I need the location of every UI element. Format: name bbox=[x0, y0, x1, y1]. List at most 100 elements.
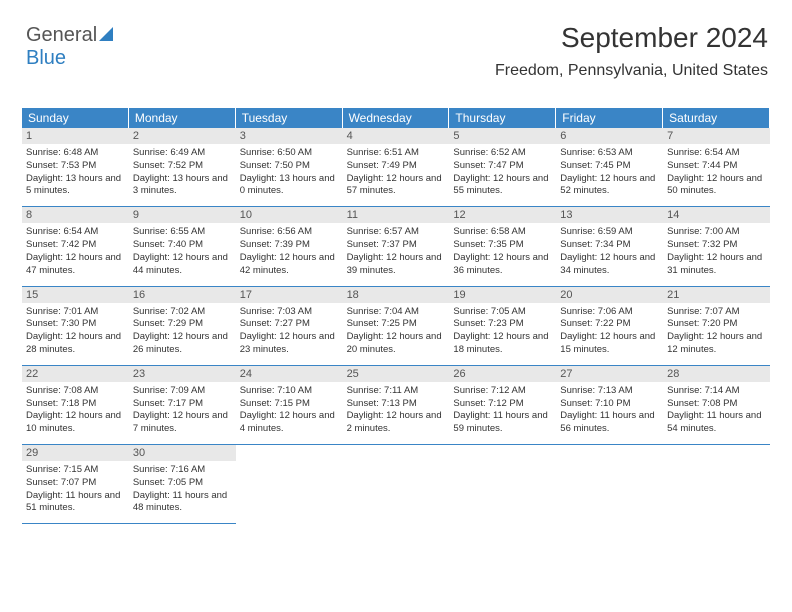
empty-cell bbox=[556, 445, 663, 524]
day-cell: 25Sunrise: 7:11 AMSunset: 7:13 PMDayligh… bbox=[343, 366, 450, 445]
day-number: 2 bbox=[129, 128, 236, 144]
daylight-line: Daylight: 12 hours and 31 minutes. bbox=[667, 252, 766, 278]
sunrise-line: Sunrise: 7:11 AM bbox=[347, 385, 446, 398]
logo: General Blue bbox=[26, 24, 113, 70]
daylight-line: Daylight: 13 hours and 0 minutes. bbox=[240, 173, 339, 199]
daylight-line: Daylight: 12 hours and 20 minutes. bbox=[347, 331, 446, 357]
sunrise-line: Sunrise: 7:09 AM bbox=[133, 385, 232, 398]
empty-cell bbox=[663, 445, 770, 524]
day-cell: 30Sunrise: 7:16 AMSunset: 7:05 PMDayligh… bbox=[129, 445, 236, 524]
daylight-line: Daylight: 12 hours and 36 minutes. bbox=[453, 252, 552, 278]
daylight-line: Daylight: 12 hours and 12 minutes. bbox=[667, 331, 766, 357]
empty-cell bbox=[343, 445, 450, 524]
daylight-line: Daylight: 11 hours and 56 minutes. bbox=[560, 410, 659, 436]
sunset-line: Sunset: 7:29 PM bbox=[133, 318, 232, 331]
calendar-grid: SundayMondayTuesdayWednesdayThursdayFrid… bbox=[22, 108, 770, 524]
day-cell: 23 Sunrise: 7:09 AMSunset: 7:17 PMDayligh… bbox=[129, 366, 236, 445]
day-number: 8 bbox=[22, 207, 129, 223]
daylight-line: Daylight: 12 hours and 28 minutes. bbox=[26, 331, 125, 357]
sunset-line: Sunset: 7:07 PM bbox=[26, 477, 125, 490]
day-number: 1 bbox=[22, 128, 129, 144]
sunset-line: Sunset: 7:42 PM bbox=[26, 239, 125, 252]
sunrise-line: Sunrise: 6:51 AM bbox=[347, 147, 446, 160]
daylight-line: Daylight: 12 hours and 57 minutes. bbox=[347, 173, 446, 199]
day-number: 10 bbox=[236, 207, 343, 223]
sunset-line: Sunset: 7:40 PM bbox=[133, 239, 232, 252]
daylight-line: Daylight: 12 hours and 55 minutes. bbox=[453, 173, 552, 199]
day-number: 28 bbox=[663, 366, 770, 382]
day-number: 26 bbox=[449, 366, 556, 382]
sunset-line: Sunset: 7:49 PM bbox=[347, 160, 446, 173]
sunset-line: Sunset: 7:12 PM bbox=[453, 398, 552, 411]
sunset-line: Sunset: 7:15 PM bbox=[240, 398, 339, 411]
sunset-line: Sunset: 7:08 PM bbox=[667, 398, 766, 411]
day-number: 12 bbox=[449, 207, 556, 223]
day-cell: 13Sunrise: 6:59 AMSunset: 7:34 PMDayligh… bbox=[556, 207, 663, 286]
sunrise-line: Sunrise: 6:57 AM bbox=[347, 226, 446, 239]
sunrise-line: Sunrise: 6:56 AM bbox=[240, 226, 339, 239]
dow-header: Friday bbox=[556, 108, 663, 128]
sunrise-line: Sunrise: 7:16 AM bbox=[133, 464, 232, 477]
sunset-line: Sunset: 7:53 PM bbox=[26, 160, 125, 173]
day-cell: 18Sunrise: 7:04 AMSunset: 7:25 PMDayligh… bbox=[343, 287, 450, 366]
day-number: 27 bbox=[556, 366, 663, 382]
sunset-line: Sunset: 7:45 PM bbox=[560, 160, 659, 173]
sunrise-line: Sunrise: 7:08 AM bbox=[26, 385, 125, 398]
sunset-line: Sunset: 7:22 PM bbox=[560, 318, 659, 331]
dow-header: Thursday bbox=[449, 108, 556, 128]
location-subtitle: Freedom, Pennsylvania, United States bbox=[495, 62, 768, 80]
sunrise-line: Sunrise: 7:10 AM bbox=[240, 385, 339, 398]
day-cell: 6Sunrise: 6:53 AMSunset: 7:45 PMDaylight… bbox=[556, 128, 663, 207]
day-cell: 1Sunrise: 6:48 AMSunset: 7:53 PMDaylight… bbox=[22, 128, 129, 207]
day-cell: 29Sunrise: 7:15 AMSunset: 7:07 PMDayligh… bbox=[22, 445, 129, 524]
empty-cell bbox=[236, 445, 343, 524]
daylight-line: Daylight: 12 hours and 34 minutes. bbox=[560, 252, 659, 278]
day-number: 3 bbox=[236, 128, 343, 144]
sunset-line: Sunset: 7:47 PM bbox=[453, 160, 552, 173]
sunset-line: Sunset: 7:34 PM bbox=[560, 239, 659, 252]
daylight-line: Daylight: 12 hours and 10 minutes. bbox=[26, 410, 125, 436]
sunset-line: Sunset: 7:10 PM bbox=[560, 398, 659, 411]
logo-triangle-icon bbox=[99, 27, 113, 41]
dow-header: Saturday bbox=[663, 108, 770, 128]
sunrise-line: Sunrise: 7:14 AM bbox=[667, 385, 766, 398]
daylight-line: Daylight: 12 hours and 26 minutes. bbox=[133, 331, 232, 357]
day-number: 23 bbox=[129, 366, 236, 382]
day-cell: 12Sunrise: 6:58 AMSunset: 7:35 PMDayligh… bbox=[449, 207, 556, 286]
logo-part2: Blue bbox=[26, 47, 66, 69]
daylight-line: Daylight: 12 hours and 7 minutes. bbox=[133, 410, 232, 436]
sunrise-line: Sunrise: 7:03 AM bbox=[240, 306, 339, 319]
day-number: 4 bbox=[343, 128, 450, 144]
sunset-line: Sunset: 7:17 PM bbox=[133, 398, 232, 411]
day-number: 18 bbox=[343, 287, 450, 303]
day-cell: 8Sunrise: 6:54 AMSunset: 7:42 PMDaylight… bbox=[22, 207, 129, 286]
day-cell: 3Sunrise: 6:50 AMSunset: 7:50 PMDaylight… bbox=[236, 128, 343, 207]
day-cell: 21 Sunrise: 7:07 AMSunset: 7:20 PMDayligh… bbox=[663, 287, 770, 366]
daylight-line: Daylight: 11 hours and 54 minutes. bbox=[667, 410, 766, 436]
daylight-line: Daylight: 12 hours and 2 minutes. bbox=[347, 410, 446, 436]
sunrise-line: Sunrise: 7:07 AM bbox=[667, 306, 766, 319]
dow-header: Wednesday bbox=[343, 108, 450, 128]
daylight-line: Daylight: 12 hours and 23 minutes. bbox=[240, 331, 339, 357]
sunrise-line: Sunrise: 6:53 AM bbox=[560, 147, 659, 160]
sunrise-line: Sunrise: 7:12 AM bbox=[453, 385, 552, 398]
day-cell: 28 Sunrise: 7:14 AMSunset: 7:08 PMDayligh… bbox=[663, 366, 770, 445]
page-title: September 2024 bbox=[561, 22, 768, 54]
sunset-line: Sunset: 7:20 PM bbox=[667, 318, 766, 331]
day-cell: 2Sunrise: 6:49 AMSunset: 7:52 PMDaylight… bbox=[129, 128, 236, 207]
sunrise-line: Sunrise: 7:00 AM bbox=[667, 226, 766, 239]
day-cell: 4 Sunrise: 6:51 AMSunset: 7:49 PMDaylight… bbox=[343, 128, 450, 207]
daylight-line: Daylight: 12 hours and 15 minutes. bbox=[560, 331, 659, 357]
empty-cell bbox=[449, 445, 556, 524]
sunset-line: Sunset: 7:30 PM bbox=[26, 318, 125, 331]
sunrise-line: Sunrise: 7:15 AM bbox=[26, 464, 125, 477]
day-number: 21 bbox=[663, 287, 770, 303]
day-number: 22 bbox=[22, 366, 129, 382]
day-cell: 15Sunrise: 7:01 AMSunset: 7:30 PMDayligh… bbox=[22, 287, 129, 366]
sunrise-line: Sunrise: 6:59 AM bbox=[560, 226, 659, 239]
day-number: 9 bbox=[129, 207, 236, 223]
daylight-line: Daylight: 13 hours and 3 minutes. bbox=[133, 173, 232, 199]
sunset-line: Sunset: 7:52 PM bbox=[133, 160, 232, 173]
day-number: 20 bbox=[556, 287, 663, 303]
day-number: 29 bbox=[22, 445, 129, 461]
